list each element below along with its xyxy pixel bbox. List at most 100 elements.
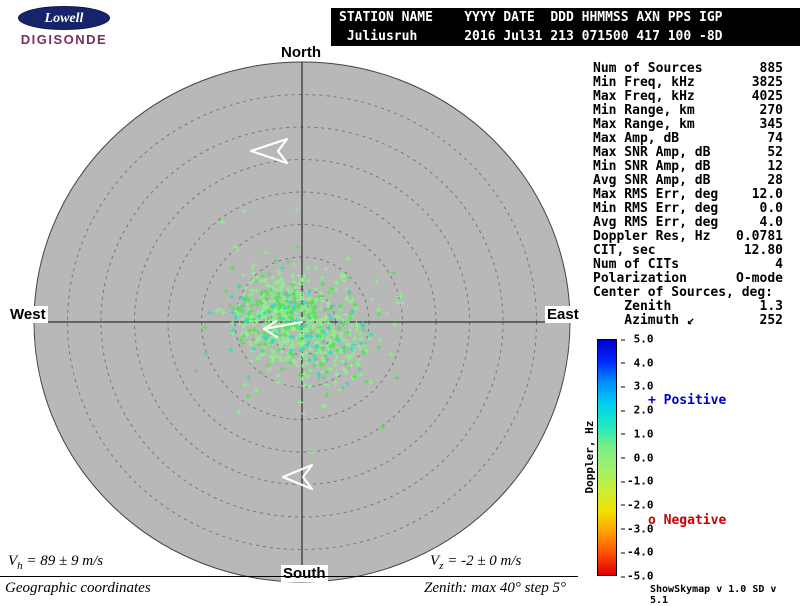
- stat-value: 12.0: [751, 187, 783, 202]
- stat-value: 345: [759, 117, 783, 132]
- stat-value: 4.0: [759, 215, 783, 230]
- header-column-titles: STATION NAME YYYY DATE DDD HHMMSS AXN PP…: [339, 10, 723, 25]
- zenith-range-label: Zenith: max 40° step 5°: [424, 580, 566, 596]
- stat-label: Avg SNR Amp, dB: [593, 173, 711, 188]
- doppler-colorbar: [597, 339, 617, 576]
- stat-label: Max Freq, kHz: [593, 89, 695, 104]
- stat-row: Max SNR Amp, dB 52: [593, 146, 783, 160]
- stat-label: Center of Sources, deg:: [593, 285, 774, 300]
- positive-legend: + Positive: [648, 393, 727, 408]
- direction-arrows: [249, 137, 314, 491]
- colorbar-tick-label: 3.0: [621, 380, 654, 393]
- colorbar-axis-label: Doppler, Hz: [583, 420, 596, 494]
- stat-label: Zenith: [593, 299, 672, 314]
- stat-row: Min Range, km 270: [593, 104, 783, 118]
- stat-label: Max RMS Err, deg: [593, 187, 719, 202]
- coordinate-system-label: Geographic coordinates: [5, 580, 151, 596]
- colorbar-tick-label: 1.0: [621, 427, 654, 440]
- lowell-logo: Lowell: [18, 6, 110, 30]
- digisonde-wordmark: DIGISONDE: [20, 32, 108, 47]
- stat-label: Min RMS Err, deg: [593, 201, 719, 216]
- version-label: ShowSkymap v 1.0 SD v 5.1: [650, 584, 777, 606]
- stat-row: Num of CITs 4: [593, 258, 783, 272]
- stat-label: Num of CITs: [593, 257, 680, 272]
- footer-divider: [0, 576, 578, 577]
- stat-row: Max RMS Err, deg 12.0: [593, 188, 783, 202]
- stat-label: Min SNR Amp, dB: [593, 159, 711, 174]
- stat-row: Avg RMS Err, deg 4.0: [593, 216, 783, 230]
- horizontal-velocity-label: Vh = 89 ± 9 m/s: [8, 553, 103, 572]
- upper-arrow-icon: [249, 137, 289, 165]
- stat-value: 3825: [751, 75, 783, 90]
- stat-row: Avg SNR Amp, dB 28: [593, 174, 783, 188]
- stat-label: Max Amp, dB: [593, 131, 680, 146]
- stat-value: 12: [767, 159, 783, 174]
- stat-value: 28: [767, 173, 783, 188]
- stat-value: 0.0: [759, 201, 783, 216]
- stat-value: O-mode: [736, 271, 783, 286]
- compass-north-label: North: [279, 44, 323, 61]
- stat-value: 1.3: [759, 299, 783, 314]
- stat-row: Max Range, km 345: [593, 118, 783, 132]
- stat-row: Min SNR Amp, dB 12: [593, 160, 783, 174]
- negative-legend: o Negative: [648, 513, 727, 528]
- stat-value: 885: [759, 61, 783, 76]
- stat-label: Min Freq, kHz: [593, 75, 695, 90]
- stat-row: Azimuth ↙ 252: [593, 314, 783, 328]
- stat-value: 74: [767, 131, 783, 146]
- stat-row: Min Freq, kHz 3825: [593, 76, 783, 90]
- stat-row: Max Amp, dB 74: [593, 132, 783, 146]
- vz-value: = -2 ± 0 m/s: [443, 553, 522, 569]
- compass-east-label: East: [545, 306, 581, 323]
- stat-label: Num of Sources: [593, 61, 703, 76]
- stat-label: CIT, sec: [593, 243, 656, 258]
- stat-label: Doppler Res, Hz: [593, 229, 711, 244]
- stat-row: Min RMS Err, deg 0.0: [593, 202, 783, 216]
- stat-value: 4: [775, 257, 783, 272]
- stat-value: 252: [759, 313, 783, 328]
- header-bar: STATION NAME YYYY DATE DDD HHMMSS AXN PP…: [331, 8, 800, 46]
- stat-row: Center of Sources, deg:: [593, 286, 783, 300]
- stat-row: Doppler Res, Hz 0.0781: [593, 230, 783, 244]
- vz-symbol: V: [430, 553, 440, 569]
- colorbar-tick-label: -5.0: [621, 570, 654, 583]
- stat-value: 12.80: [743, 243, 783, 258]
- colorbar-tick-label: -1.0: [621, 475, 654, 488]
- lower-arrow-icon: [281, 463, 314, 491]
- stat-value: 52: [767, 145, 783, 160]
- lowell-logo-text: Lowell: [44, 11, 84, 26]
- colorbar-tick-label: 4.0: [621, 356, 654, 369]
- stat-value: 270: [759, 103, 783, 118]
- vertical-velocity-label: Vz = -2 ± 0 m/s: [430, 553, 521, 572]
- stat-label: Min Range, km: [593, 103, 695, 118]
- compass-west-label: West: [8, 306, 48, 323]
- colorbar-tick-label: 5.0: [621, 333, 654, 346]
- stat-row: Polarization O-mode: [593, 272, 783, 286]
- lowell-digisonde-logo: Lowell DIGISONDE: [8, 6, 120, 47]
- stat-label: Max Range, km: [593, 117, 695, 132]
- vh-subscript: h: [17, 560, 23, 572]
- colorbar-tick-label: -2.0: [621, 498, 654, 511]
- colorbar-tick-label: -4.0: [621, 546, 654, 559]
- stat-label: Polarization: [593, 271, 687, 286]
- stat-value: 4025: [751, 89, 783, 104]
- header-station-values: Juliusruh 2016 Jul31 213 071500 417 100 …: [339, 29, 723, 44]
- center-drift-arrow-icon: [262, 319, 304, 339]
- stat-row: Zenith 1.3: [593, 300, 783, 314]
- stat-label: Azimuth ↙: [593, 313, 695, 328]
- colorbar-tick-label: -3.0: [621, 522, 654, 535]
- stat-value: 0.0781: [736, 229, 783, 244]
- compass-south-label: South: [281, 565, 328, 582]
- stat-row: CIT, sec 12.80: [593, 244, 783, 258]
- skymap-plot: [33, 61, 571, 583]
- vh-value: = 89 ± 9 m/s: [22, 553, 104, 569]
- stat-label: Avg RMS Err, deg: [593, 215, 719, 230]
- stats-panel: Num of Sources 885 Min Freq, kHz 3825 Max Fr…: [593, 62, 783, 328]
- stat-row: Num of Sources 885: [593, 62, 783, 76]
- vh-symbol: V: [8, 553, 18, 569]
- source-points: [193, 207, 405, 456]
- colorbar-ticks: 5.0 4.0 3.0 2.0 1.0 0.0 -1.0 -2.0 -3.0 -4.0 -…: [621, 333, 667, 583]
- stat-label: Max SNR Amp, dB: [593, 145, 711, 160]
- colorbar-tick-label: 0.0: [621, 451, 654, 464]
